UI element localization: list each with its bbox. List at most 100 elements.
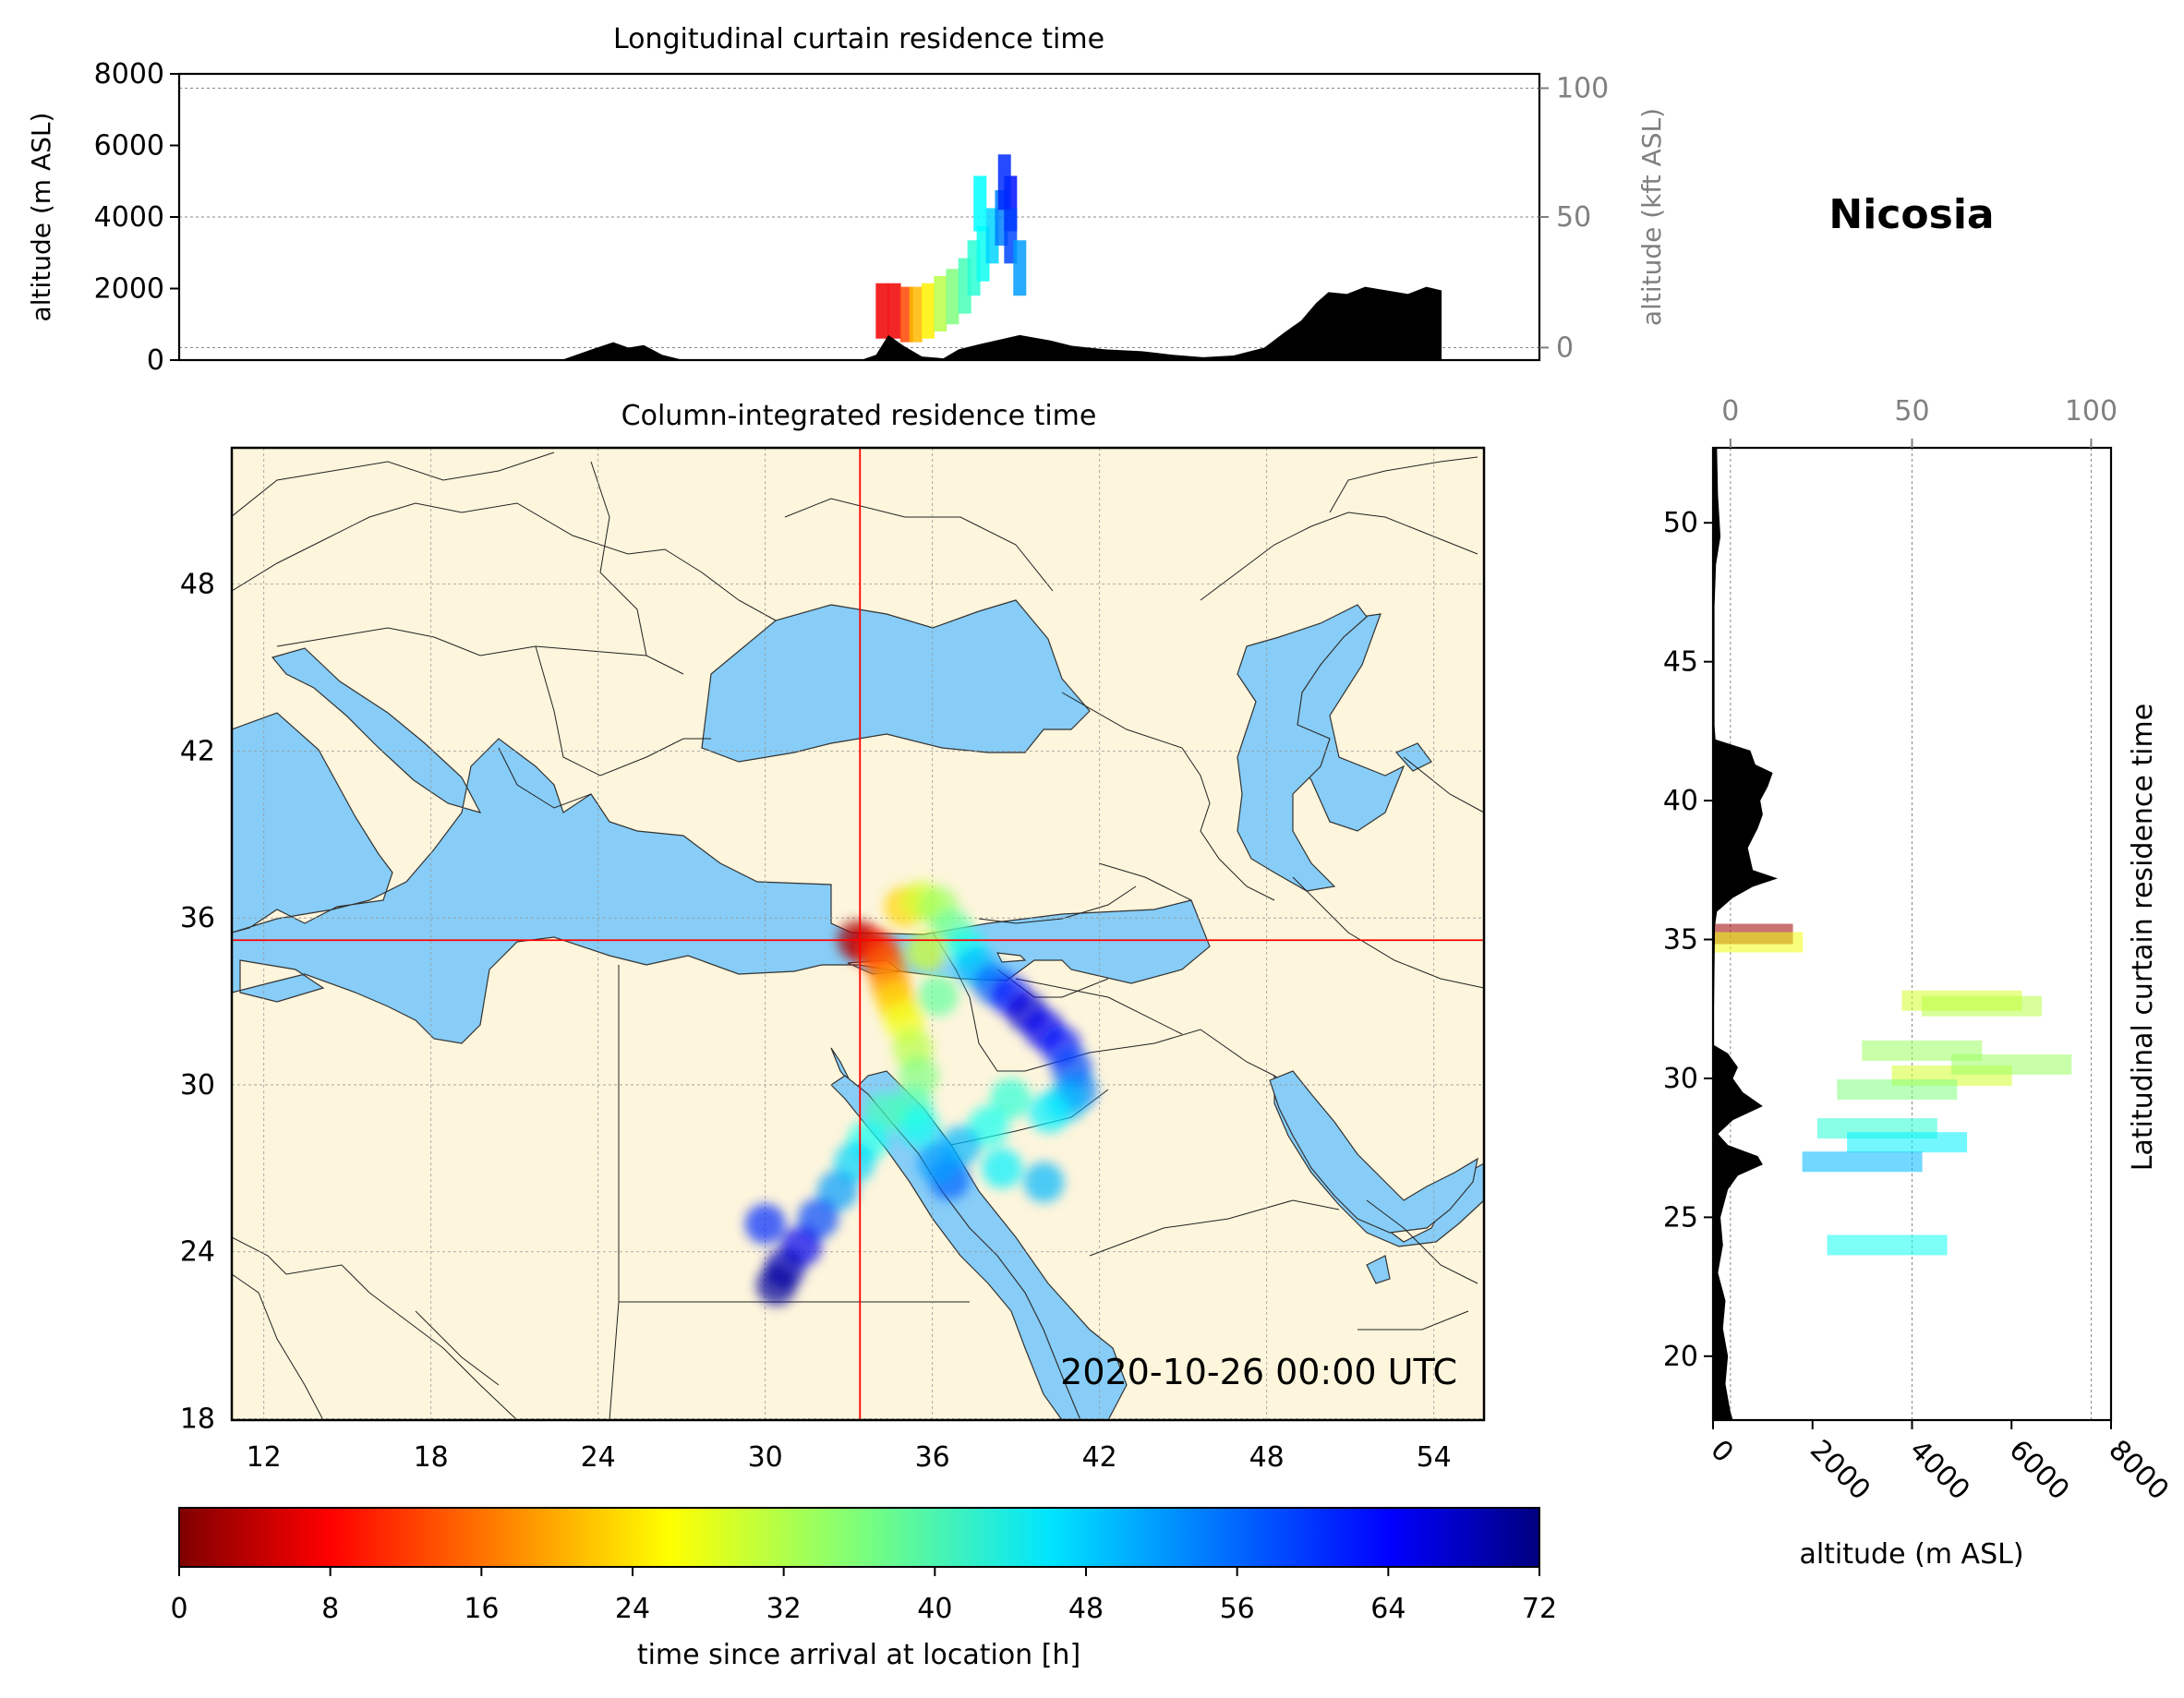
longitudinal-ylabel: altitude (m ASL)	[26, 113, 56, 322]
map-plume-point	[1029, 1092, 1070, 1134]
lat-ytick-label: 40	[1663, 785, 1698, 817]
longitudinal-plume-cell	[997, 154, 1011, 211]
map-xtick-label: 48	[1249, 1441, 1285, 1474]
colorbar-tick-label: 32	[766, 1593, 802, 1625]
map-plume-point	[755, 1264, 797, 1306]
ytick-label: 0	[147, 344, 164, 377]
longitudinal-plume	[875, 154, 1027, 343]
colorbar-tick-label: 0	[170, 1593, 187, 1625]
map-xtick-label: 42	[1082, 1441, 1117, 1474]
colorbar-ticks: 0 8 16 24 32 40 48 56 64 72	[170, 1567, 1557, 1625]
colorbar-tick-label: 24	[615, 1593, 650, 1625]
map-ytick-label: 18	[180, 1403, 215, 1435]
map-ytick-label: 42	[180, 735, 215, 767]
map-frame	[230, 446, 1486, 1422]
colorbar-tick-label: 72	[1522, 1593, 1557, 1625]
colorbar-gradient	[178, 1507, 1540, 1568]
map-xaxis: 12 18 24 30 36 42 48 54	[247, 1441, 1452, 1474]
longitudinal-plume-cell	[1013, 240, 1027, 296]
latitudinal-plume-cell	[1847, 1132, 1968, 1153]
latitudinal-terrain	[1713, 448, 1779, 1420]
lat-ytick-label: 20	[1663, 1341, 1698, 1373]
longitudinal-plume-cell	[921, 283, 935, 339]
lat-xtick-top-label: 0	[1721, 395, 1739, 428]
longitudinal-plume-cell	[934, 276, 947, 331]
colorbar-label: time since arrival at location [h]	[637, 1639, 1080, 1671]
map-yaxis: 18 24 30 36 42 48	[180, 569, 215, 1436]
ytick-right-label: 50	[1556, 201, 1591, 234]
latitudinal-plume-cell	[1921, 995, 2042, 1017]
ytick-label: 4000	[94, 201, 164, 234]
longitudinal-plume-cell	[973, 175, 987, 232]
colorbar-tick-label: 56	[1220, 1593, 1255, 1625]
lat-ytick-label: 45	[1663, 646, 1698, 679]
longitudinal-title: Longitudinal curtain residence time	[613, 23, 1104, 55]
location-title: Nicosia	[1828, 191, 1994, 238]
latitudinal-yaxis: 20 25 30 35 40 45 50	[1663, 507, 1713, 1373]
longitudinal-plume-cell	[887, 283, 901, 339]
ytick-label: 2000	[94, 273, 164, 306]
latitudinal-title: Latitudinal curtain residence time	[2127, 704, 2159, 1171]
map-plume-point	[898, 1055, 939, 1097]
ytick-label: 8000	[94, 58, 164, 90]
lat-xtick-label: 2000	[1804, 1434, 1876, 1507]
latitudinal-plume-cell	[1951, 1054, 2072, 1075]
lat-xtick-label: 8000	[2102, 1434, 2175, 1507]
map-area	[232, 448, 1484, 1420]
lat-ytick-label: 35	[1663, 924, 1698, 957]
map-xtick-label: 30	[748, 1441, 783, 1474]
latitudinal-plume-cell	[1802, 1151, 1923, 1173]
map-plume-point	[906, 931, 947, 972]
caspian-sea	[1237, 604, 1368, 892]
latitudinal-plume-cell	[1713, 932, 1804, 953]
colorbar-tick-label: 64	[1370, 1593, 1406, 1625]
map-panel: Column-integrated residence time	[180, 400, 1486, 1474]
map-xtick-label: 24	[581, 1441, 616, 1474]
latitudinal-plume-cell	[1827, 1234, 1948, 1256]
longitudinal-panel: Longitudinal curtain residence time 0 200…	[26, 23, 1667, 377]
map-borders	[232, 452, 1484, 1420]
map-plume-point	[917, 1142, 959, 1184]
map-plume-point	[982, 1148, 1023, 1189]
lat-ytick-label: 30	[1663, 1063, 1698, 1095]
map-ytick-label: 48	[180, 569, 215, 601]
latitudinal-gridlines	[1730, 448, 2092, 1420]
ytick-right-label: 0	[1556, 331, 1574, 364]
latitudinal-xaxis-top: 0 50 100	[1721, 395, 2118, 448]
map-ytick-label: 36	[180, 902, 215, 934]
ytick-right-label: 100	[1556, 73, 1609, 105]
map-plume-point	[990, 1078, 1032, 1120]
latitudinal-xlabel: altitude (m ASL)	[1799, 1538, 2023, 1571]
colorbar: 0 8 16 24 32 40 48 56 64 72 time since arrival at…	[170, 1507, 1557, 1671]
map-plume	[744, 881, 1098, 1306]
latitudinal-xaxis: 0 2000 4000 6000 8000	[1704, 1420, 2175, 1507]
latitudinal-plume-cell	[1837, 1078, 1958, 1100]
map-plume-point	[744, 1203, 786, 1245]
map-ytick-label: 30	[180, 1069, 215, 1102]
map-xtick-label: 54	[1417, 1441, 1452, 1474]
map-xtick-label: 36	[915, 1441, 950, 1474]
colorbar-tick-label: 16	[464, 1593, 499, 1625]
longitudinal-plume-cell	[909, 286, 923, 343]
colorbar-tick-label: 8	[321, 1593, 339, 1625]
lat-xtick-top-label: 100	[2065, 395, 2118, 428]
persian-gulf	[1269, 1070, 1478, 1234]
map-xtick-label: 12	[247, 1441, 282, 1474]
map-plume-point	[1023, 1162, 1065, 1203]
ytick-label: 6000	[94, 130, 164, 163]
lat-xtick-label: 6000	[2003, 1434, 2076, 1507]
map-gridlines	[232, 448, 1484, 1420]
timestamp-label: 2020-10-26 00:00 UTC	[1060, 1352, 1457, 1392]
longitudinal-ylabel-right: altitude (kft ASL)	[1636, 108, 1667, 326]
longitudinal-yaxis: 0 2000 4000 6000 8000	[94, 58, 179, 377]
lat-ytick-label: 25	[1663, 1201, 1698, 1234]
lat-xtick-label: 0	[1704, 1434, 1739, 1469]
map-ytick-label: 24	[180, 1236, 215, 1269]
colorbar-tick-label: 40	[917, 1593, 952, 1625]
red-sea	[830, 1075, 1081, 1420]
longitudinal-terrain	[179, 286, 1442, 360]
longitudinal-plume-cell	[946, 269, 959, 325]
map-plume-point	[898, 1106, 939, 1148]
